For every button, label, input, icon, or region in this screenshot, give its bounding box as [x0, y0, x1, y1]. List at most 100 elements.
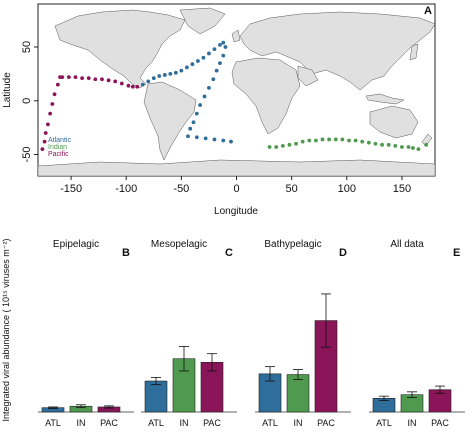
track-point-atlantic-20 — [211, 77, 216, 82]
map-y-tick-label: 0 — [21, 98, 33, 104]
land-masses — [38, 7, 435, 176]
track-point-atlantic-2 — [151, 76, 156, 81]
japan-shape — [409, 43, 419, 61]
track-point-indian-20 — [400, 145, 404, 149]
bar-c-atl — [144, 380, 168, 413]
map-y-axis-label: Latitude — [2, 72, 13, 108]
category-label-atl: ATL — [45, 418, 61, 428]
uk-shape — [231, 29, 241, 43]
track-point-indian-10 — [333, 137, 338, 142]
map-x-tick-label: 0 — [233, 183, 239, 195]
track-point-pacific-20 — [130, 84, 135, 89]
track-point-pacific-19 — [126, 83, 131, 88]
south-america-shape — [143, 81, 197, 161]
track-point-atlantic-8 — [184, 65, 189, 70]
category-label-pac: PAC — [203, 418, 221, 428]
track-point-atlantic-10 — [196, 59, 200, 63]
panel-letter-a: A — [424, 5, 432, 17]
panel-c: Mesopelagic C ATL IN PAC — [141, 239, 237, 428]
africa-shape — [231, 57, 301, 135]
track-point-indian-0 — [267, 145, 272, 149]
track-point-atlantic-11 — [201, 55, 206, 60]
track-point-indian-19 — [393, 144, 398, 148]
track-point-atlantic-1 — [146, 79, 151, 84]
track-point-pacific-18 — [119, 81, 124, 86]
track-point-indian-8 — [320, 137, 325, 142]
panel-title-e: All data — [390, 239, 424, 250]
map-x-tick-label: 150 — [393, 183, 411, 195]
category-label-in: IN — [294, 418, 303, 428]
category-label-pac: PAC — [317, 418, 335, 428]
track-point-atlantic-30 — [212, 137, 217, 142]
track-point-indian-17 — [380, 142, 384, 147]
legend-entry-indian: Indian — [48, 144, 67, 151]
track-point-indian-2 — [280, 144, 285, 148]
map-y-tick-label: 50 — [21, 41, 33, 53]
panel-title-c: Mesopelagic — [151, 239, 207, 250]
panel-letter-e: E — [453, 247, 460, 259]
panel-d: Bathypelagic D ATL IN PAC — [255, 239, 351, 428]
track-point-indian-13 — [353, 138, 358, 143]
track-point-pacific-15 — [100, 77, 104, 82]
track-point-indian-21 — [406, 145, 411, 149]
track-point-indian-14 — [360, 139, 365, 144]
track-point-pacific-7 — [55, 82, 60, 87]
legend-entry-pacific: Pacific — [48, 151, 69, 158]
eurasia-shape — [239, 11, 435, 91]
track-point-pacific-1 — [42, 139, 47, 144]
track-point-atlantic-32 — [229, 139, 233, 144]
track-point-atlantic-26 — [188, 126, 193, 131]
track-point-indian-3 — [287, 142, 292, 147]
track-point-atlantic-27 — [186, 134, 190, 139]
track-point-indian-7 — [314, 138, 318, 143]
track-point-pacific-14 — [93, 77, 98, 82]
panel-letter-d: D — [339, 247, 347, 259]
map-x-tick-label: -100 — [115, 183, 137, 195]
track-point-atlantic-16 — [223, 45, 228, 49]
category-label-atl: ATL — [148, 418, 164, 428]
track-point-indian-12 — [347, 138, 351, 143]
australia-shape — [369, 105, 419, 139]
track-point-atlantic-7 — [179, 68, 184, 73]
track-point-indian-24 — [424, 142, 429, 147]
panel-letter-c: C — [225, 247, 233, 259]
shared-y-axis-label: Integrated viral abundance ( 10¹⁵ viruse… — [1, 238, 11, 421]
track-point-atlantic-9 — [190, 62, 195, 67]
track-point-atlantic-4 — [162, 73, 167, 77]
track-point-atlantic-6 — [173, 70, 178, 75]
track-point-indian-9 — [327, 137, 332, 142]
indonesia-shape — [365, 93, 405, 105]
track-point-indian-23 — [416, 147, 421, 152]
legend-entry-atlantic: Atlantic — [48, 137, 71, 144]
category-label-in: IN — [408, 418, 417, 428]
track-point-pacific-10 — [66, 75, 71, 79]
track-point-atlantic-24 — [194, 111, 199, 116]
track-point-atlantic-28 — [194, 135, 199, 140]
track-point-atlantic-15 — [221, 40, 226, 45]
north-america-shape — [54, 9, 186, 89]
track-point-pacific-11 — [73, 75, 78, 79]
category-label-pac: PAC — [100, 418, 118, 428]
track-point-indian-5 — [300, 139, 305, 144]
panel-letter-b: B — [122, 247, 130, 259]
arabia-shape — [297, 65, 319, 87]
track-point-indian-18 — [386, 142, 391, 147]
track-point-atlantic-29 — [203, 136, 208, 141]
track-point-indian-4 — [294, 141, 298, 146]
map-axes: -150 -100 -50 0 50 100 150 -50 0 50 — [21, 41, 411, 195]
track-point-pacific-5 — [50, 102, 55, 106]
track-point-pacific-2 — [43, 131, 48, 135]
track-point-pacific-16 — [106, 78, 111, 83]
category-label-pac: PAC — [431, 418, 449, 428]
category-label-atl: ATL — [262, 418, 278, 428]
panel-e: All data E ATL IN PAC — [369, 239, 465, 428]
track-point-atlantic-22 — [202, 94, 207, 99]
track-point-atlantic-18 — [218, 61, 222, 66]
map-x-tick-label: -150 — [60, 183, 82, 195]
category-label-atl: ATL — [376, 418, 392, 428]
map-y-tick-label: -50 — [21, 147, 33, 163]
panel-title-b: Epipelagic — [53, 239, 99, 250]
map-x-tick-label: -50 — [173, 183, 189, 195]
